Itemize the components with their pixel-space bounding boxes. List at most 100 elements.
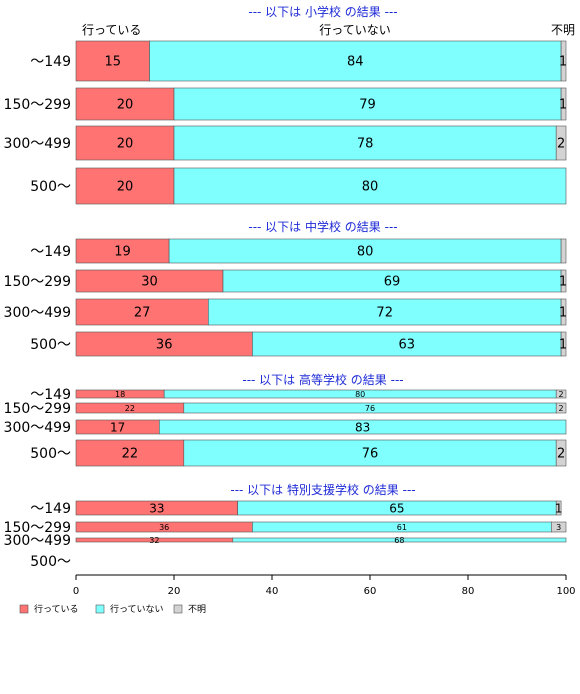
bar-segment-unknown xyxy=(560,298,567,326)
bar-value-label: 2 xyxy=(557,137,565,152)
section-title: --- 以下は 中学校 の結果 --- xyxy=(248,219,397,234)
row-label: 300～499 xyxy=(4,420,71,436)
bar-segment-unknown xyxy=(560,87,567,121)
bar-value-label: 17 xyxy=(110,420,125,434)
bar-value-label: 2 xyxy=(557,447,565,462)
legend-swatch-yes xyxy=(19,604,29,614)
row-label: 150～299 xyxy=(4,97,71,113)
row-label: 500～ xyxy=(30,337,71,353)
bar-value-label: 1 xyxy=(559,55,567,70)
bar-segment-yes xyxy=(75,298,209,326)
bar-segment-unknown xyxy=(555,500,562,516)
row-label: 150～299 xyxy=(4,520,71,536)
bar-segment-yes xyxy=(75,125,175,161)
x-tick-label: 60 xyxy=(364,586,377,597)
bar-segment-yes xyxy=(75,40,150,82)
bar-segment-unknown xyxy=(555,439,567,467)
row-label: 150～299 xyxy=(4,401,71,417)
bar-segment-no xyxy=(173,125,557,161)
row-label: ～149 xyxy=(30,54,71,70)
bar-value-label: 1 xyxy=(559,306,567,321)
bar-segment-no xyxy=(183,439,557,467)
bar-value-label: 72 xyxy=(376,306,393,321)
bar-segment-no xyxy=(232,537,567,543)
legend-label: 不明 xyxy=(188,604,206,615)
x-tick-label: 0 xyxy=(73,586,79,597)
row-label: 500～ xyxy=(30,554,71,570)
bar-value-label: 80 xyxy=(357,245,374,260)
bar-value-label: 63 xyxy=(398,338,415,353)
legend-swatch-no xyxy=(95,604,105,614)
bar-value-label: 61 xyxy=(397,523,407,532)
bar-value-label: 36 xyxy=(156,338,173,353)
bar-segment-no xyxy=(173,87,562,121)
row-label: 300～499 xyxy=(4,305,71,321)
bar-value-label: 22 xyxy=(125,404,135,413)
bar-value-label: 69 xyxy=(384,275,401,290)
bar-segment-yes xyxy=(75,439,185,467)
row-label: ～149 xyxy=(30,501,71,517)
bar-value-label: 84 xyxy=(347,55,364,70)
x-tick-label: 20 xyxy=(168,586,181,597)
bar-value-label: 30 xyxy=(141,275,158,290)
section-title: --- 以下は 特別支援学校 の結果 --- xyxy=(230,482,415,497)
bar-value-label: 65 xyxy=(389,501,404,515)
bar-value-label: 2 xyxy=(559,390,564,399)
bar-segment-no xyxy=(168,238,562,264)
column-header-unknown: 不明 xyxy=(551,23,575,37)
bar-value-label: 83 xyxy=(355,420,370,434)
x-tick-label: 40 xyxy=(266,586,279,597)
column-header-no: 行っていない xyxy=(319,23,390,37)
legend-swatch-unknown xyxy=(173,604,183,614)
bar-segment-yes xyxy=(75,331,253,357)
legend-label: 行っていない xyxy=(110,603,164,615)
bar-segment-no xyxy=(252,331,562,357)
bar-segment-unknown xyxy=(560,238,567,264)
bar-value-label: 22 xyxy=(122,447,139,462)
bar-segment-no xyxy=(173,167,567,205)
bar-value-label: 3 xyxy=(556,523,561,532)
bar-value-label: 80 xyxy=(362,180,379,195)
row-label: 300～499 xyxy=(4,533,71,549)
bar-value-label: 79 xyxy=(359,98,376,113)
bar-value-label: 1 xyxy=(559,338,567,353)
bar-value-label: 1 xyxy=(559,98,567,113)
row-label: ～149 xyxy=(30,387,71,403)
bar-segment-unknown xyxy=(555,389,567,399)
bar-segment-no xyxy=(149,40,562,82)
legend-label: 行っている xyxy=(34,603,79,615)
bar-value-label: 68 xyxy=(394,536,404,545)
bar-segment-no xyxy=(208,298,562,326)
bar-segment-unknown xyxy=(550,521,567,533)
row-label: 500～ xyxy=(30,446,71,462)
bar-segment-unknown xyxy=(555,402,567,414)
bar-value-label: 32 xyxy=(149,536,159,545)
bar-value-label: 36 xyxy=(159,523,169,532)
bar-segment-unknown xyxy=(560,40,567,82)
section-title: --- 以下は 小学校 の結果 --- xyxy=(248,4,397,19)
column-header-yes: 行っている xyxy=(82,23,141,37)
bar-value-label: 15 xyxy=(104,55,121,70)
x-tick-label: 100 xyxy=(556,586,575,597)
bar-segment-unknown xyxy=(560,269,567,293)
row-label: 150～299 xyxy=(4,274,71,290)
bar-value-label: 33 xyxy=(149,501,164,515)
bar-segment-yes xyxy=(75,238,170,264)
bar-value-label: 80 xyxy=(355,390,365,399)
bar-value-label: 1 xyxy=(559,275,567,290)
bar-value-label: 76 xyxy=(365,404,375,413)
bar-value-label: 78 xyxy=(357,137,374,152)
bar-value-label: 2 xyxy=(559,404,564,413)
bar-value-label: 1 xyxy=(555,501,563,515)
bar-value-label: 19 xyxy=(114,245,131,260)
row-label: ～149 xyxy=(30,244,71,260)
row-label: 500～ xyxy=(30,179,71,195)
bar-value-label: 20 xyxy=(117,137,134,152)
row-label: 300～499 xyxy=(4,136,71,152)
bar-segment-unknown xyxy=(560,331,567,357)
bar-segment-no xyxy=(159,419,567,435)
bar-value-label: 18 xyxy=(115,390,125,399)
bar-value-label: 27 xyxy=(134,306,151,321)
section-title: --- 以下は 高等学校 の結果 --- xyxy=(242,372,403,387)
